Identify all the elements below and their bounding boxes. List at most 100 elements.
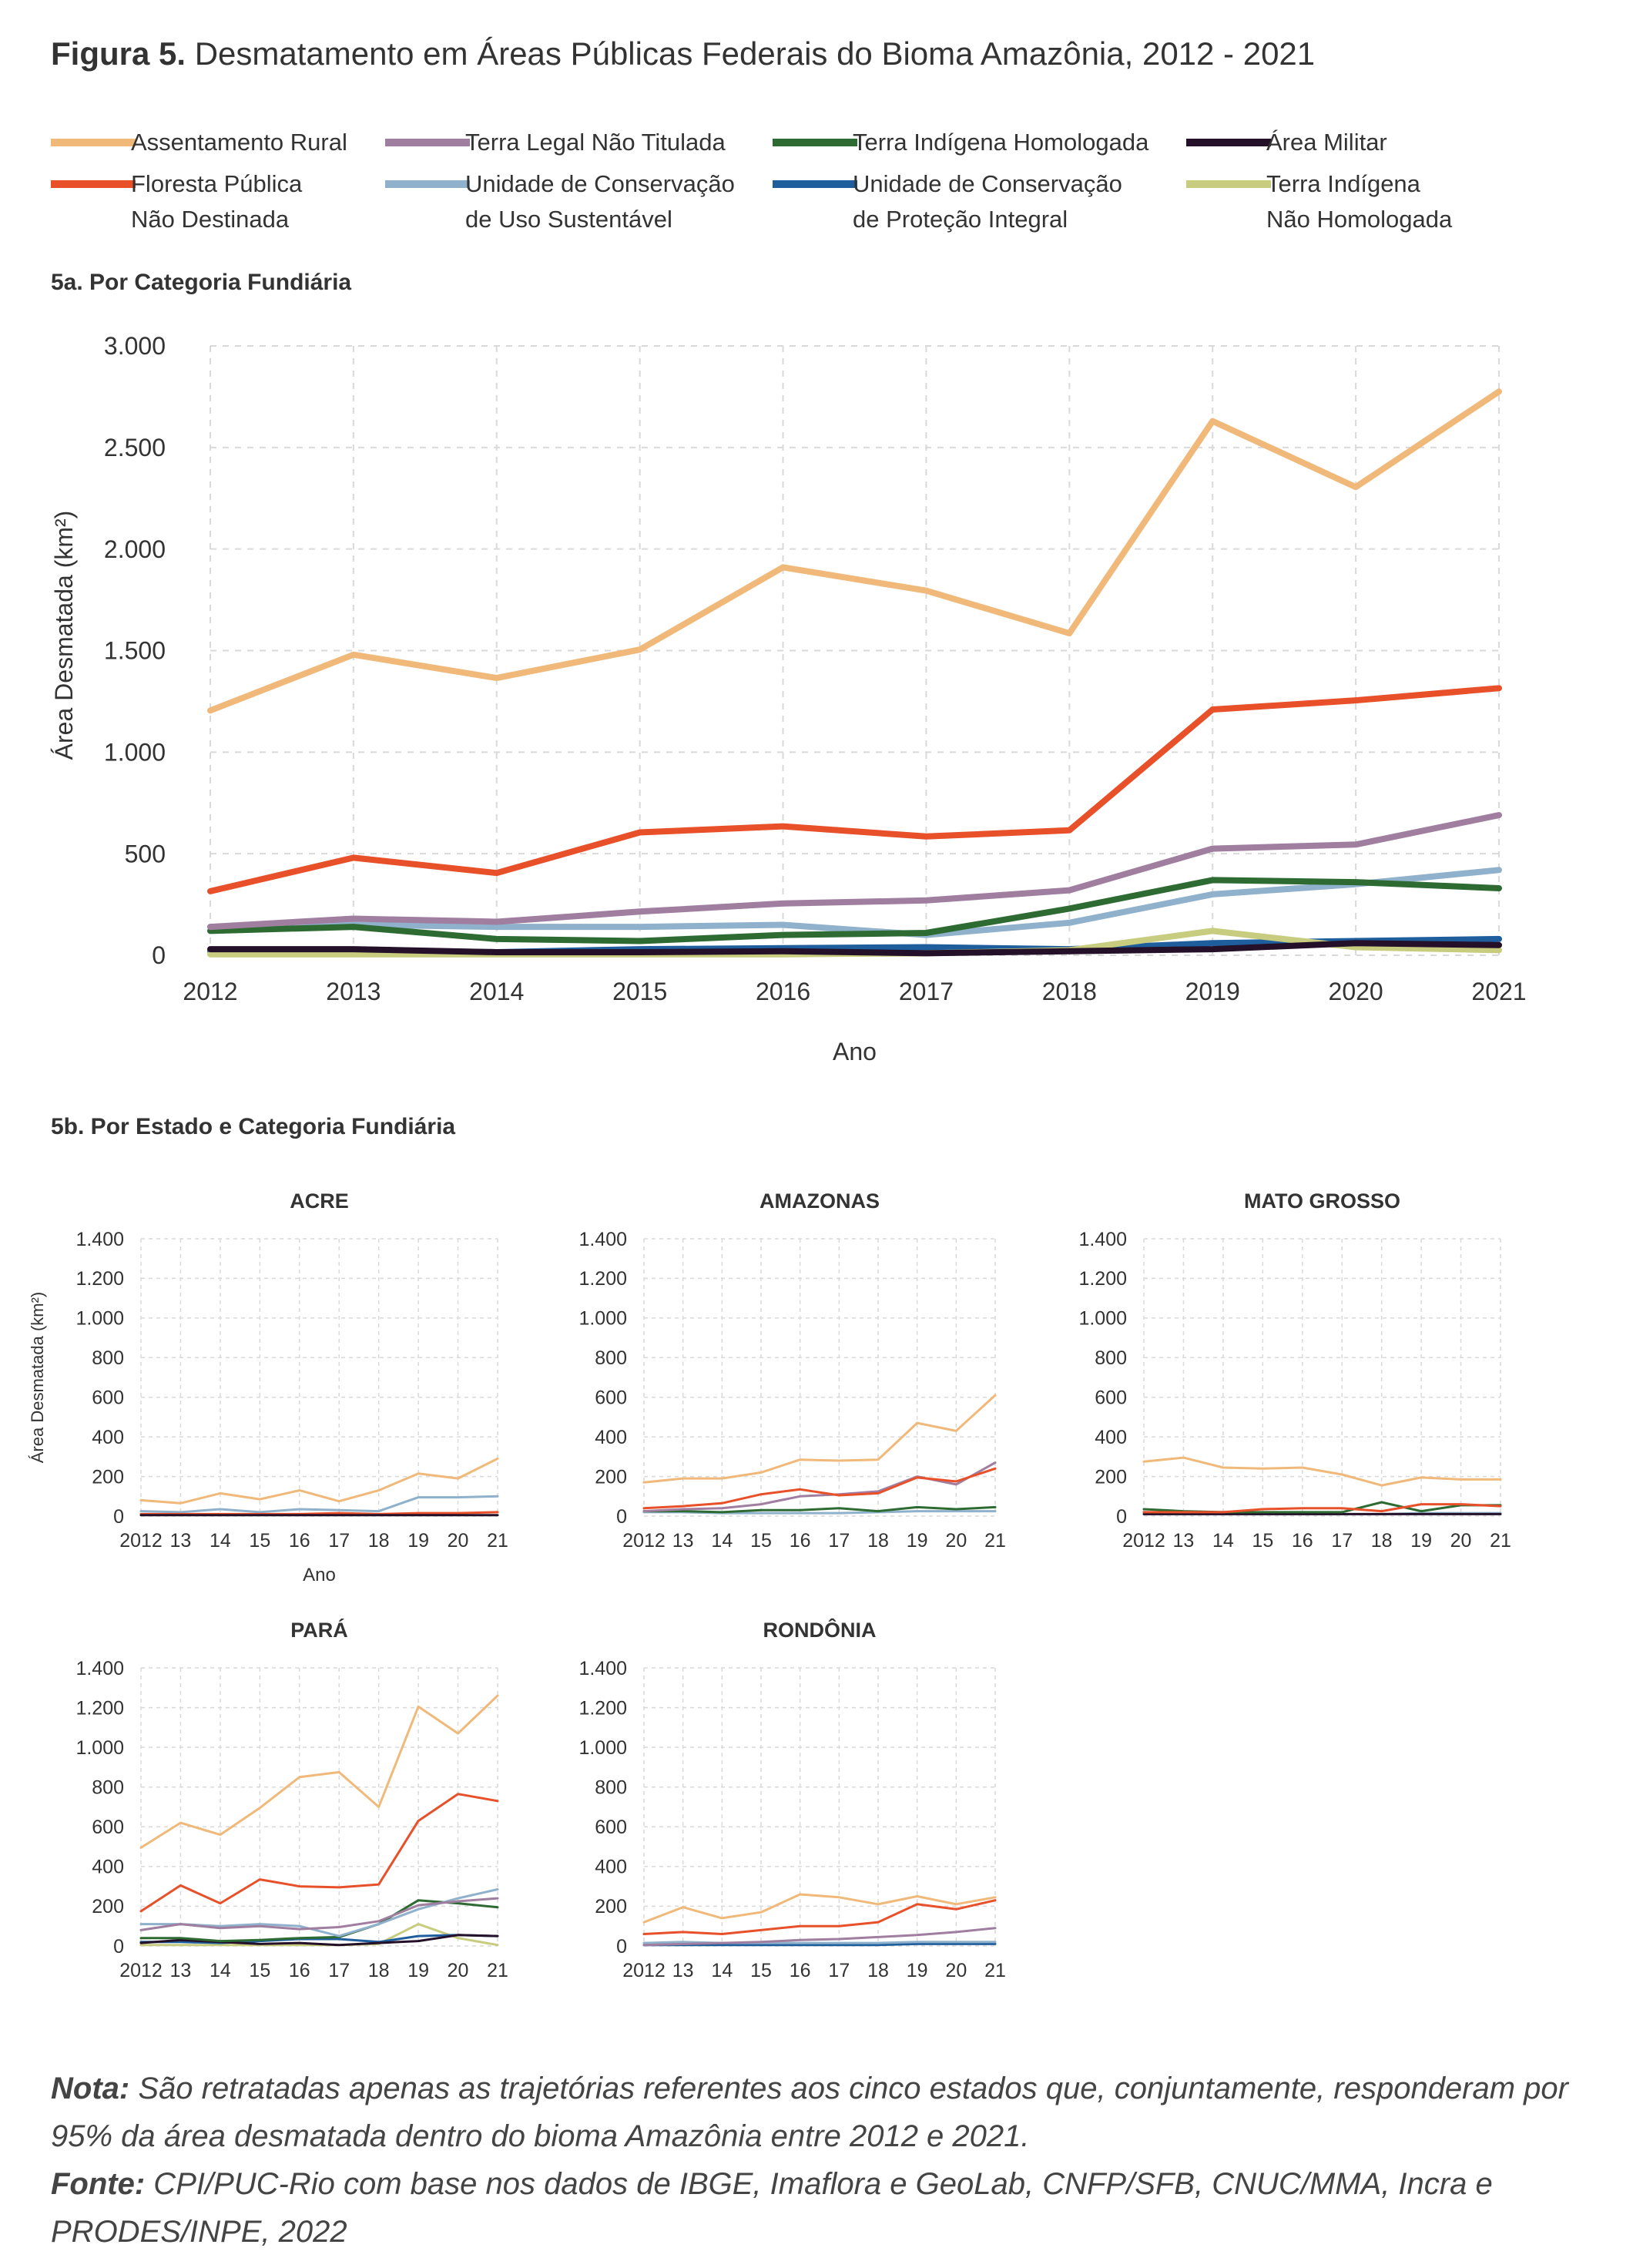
y-tick-label: 400 [595,1857,627,1878]
x-tick-label: 16 [289,1960,310,1981]
legend-swatch-am [1186,139,1271,146]
x-axis-title: Ano [303,1565,336,1585]
legend-swatch-fp [51,180,136,188]
chart-title: PARÁ [290,1618,348,1642]
x-tick-label: 2018 [1042,978,1097,1005]
x-tick-label: 2012 [119,1960,163,1981]
x-tick-label: 14 [210,1530,231,1552]
figure-number: Figura 5. [51,35,186,72]
y-tick-label: 800 [595,1347,627,1369]
series-line-ar [642,1394,997,1484]
state-chart-acre: 0 200 400 600 800 1.000 1.200 1.400 2012 13 14 15 16… [28,1189,508,1585]
y-tick-label: 600 [1095,1387,1127,1408]
legend-swatch-tl [385,139,470,146]
x-tick-label: 21 [487,1960,508,1981]
y-tick-label: 200 [92,1896,124,1917]
legend-label-tinh: Terra Indígena Não Homologada [1266,170,1453,233]
x-tick-label: 15 [750,1530,772,1552]
legend-label-fp: Floresta Pública Não Destinada [131,170,303,233]
y-tick-label: 600 [92,1387,124,1408]
x-tick-label: 2020 [1329,978,1383,1005]
state-chart-par-: 0 200 400 600 800 1.000 1.200 1.400 2012 13 14 15 16… [75,1618,508,1981]
legend-swatch-ar [51,139,136,146]
section-b-label: 5b. Por Estado e Categoria Fundiária [51,1114,456,1139]
y-tick-label: 200 [595,1466,627,1488]
fonte-label: Fonte: [51,2167,146,2201]
y-tick-label: 500 [125,840,166,867]
chart-title: AMAZONAS [759,1189,880,1213]
series-line-ar [1142,1456,1502,1487]
y-tick-label: 800 [92,1347,124,1369]
x-tick-label: 18 [1371,1530,1393,1552]
series-line-fp [642,1899,997,1935]
series-line-ar [207,388,1502,714]
x-tick-label: 20 [448,1530,469,1552]
x-tick-label: 2012 [183,978,237,1005]
y-tick-label: 600 [595,1387,627,1408]
x-tick-label: 19 [1410,1530,1432,1552]
y-tick-label: 2.000 [104,535,166,563]
x-tick-label: 18 [867,1530,889,1552]
state-chart-mato-grosso: 0 200 400 600 800 1.000 1.200 1.400 2012 13 14 15 16… [1078,1189,1511,1552]
x-tick-label: 2017 [899,978,954,1005]
y-tick-label: 2.500 [104,434,166,461]
y-tick-label: 0 [1116,1506,1127,1528]
x-tick-label: 2014 [469,978,524,1005]
x-tick-label: 2019 [1185,978,1240,1005]
x-tick-label: 16 [289,1530,310,1552]
y-tick-label: 400 [595,1427,627,1448]
x-tick-label: 13 [672,1960,694,1981]
series-line-tl [642,1927,997,1947]
y-axis-title: Área Desmatada (km²) [28,1292,47,1464]
x-tick-label: 18 [368,1960,390,1981]
y-tick-label: 3.000 [104,332,166,360]
figure-title-text: Desmatamento em Áreas Públicas Federais … [186,35,1316,72]
series-line-tih [642,1505,997,1514]
y-tick-label: 1.500 [104,637,166,665]
x-tick-label: 21 [984,1530,1006,1552]
x-tick-label: 21 [487,1530,508,1552]
y-axis-title: Área Desmatada (km²) [50,511,78,760]
nota-label: Nota: [51,2072,130,2105]
y-tick-label: 1.200 [578,1697,627,1719]
y-tick-label: 400 [1095,1427,1127,1448]
x-tick-label: 2015 [612,978,667,1005]
x-tick-label: 18 [368,1530,390,1552]
series-line-ar [139,1457,499,1505]
x-tick-label: 15 [249,1960,270,1981]
series-line-fp [642,1467,997,1510]
y-tick-label: 1.200 [75,1268,124,1290]
series-line-tl [139,1897,499,1931]
y-tick-label: 1.400 [75,1658,124,1679]
y-tick-label: 200 [92,1466,124,1488]
y-tick-label: 1.000 [578,1737,627,1759]
chart-title: RONDÔNIA [763,1618,877,1642]
x-tick-label: 13 [170,1960,192,1981]
x-tick-label: 20 [1450,1530,1472,1552]
x-tick-label: 16 [1292,1530,1313,1552]
x-tick-label: 14 [1212,1530,1234,1552]
y-tick-label: 1.000 [75,1308,124,1330]
x-tick-label: 2012 [1122,1530,1165,1552]
x-tick-label: 19 [407,1530,429,1552]
y-tick-label: 800 [595,1776,627,1798]
x-tick-label: 19 [907,1530,928,1552]
legend-label-ucpi: Unidade de Conservação de Proteção Integ… [853,170,1122,233]
x-tick-label: 20 [945,1530,967,1552]
x-tick-label: 16 [790,1530,811,1552]
x-tick-label: 19 [907,1960,928,1981]
x-tick-label: 15 [1252,1530,1273,1552]
figure-title: Figura 5. Desmatamento em Áreas Públicas… [51,35,1315,72]
series-line-ar [139,1694,499,1849]
y-tick-label: 1.200 [578,1268,627,1290]
legend-swatch-tih [773,139,857,146]
main-chart: 0 500 1.000 1.500 2.000 2.500 3.000 2012 2013 201… [50,332,1527,1065]
x-tick-label: 17 [1331,1530,1353,1552]
x-tick-label: 21 [984,1960,1006,1981]
legend-label-ar: Assentamento Rural [131,129,347,156]
nota-text: São retratadas apenas as trajetórias ref… [51,2072,1568,2153]
y-tick-label: 1.400 [578,1229,627,1250]
series-line-fp [1142,1503,1502,1514]
y-tick-label: 800 [1095,1347,1127,1369]
